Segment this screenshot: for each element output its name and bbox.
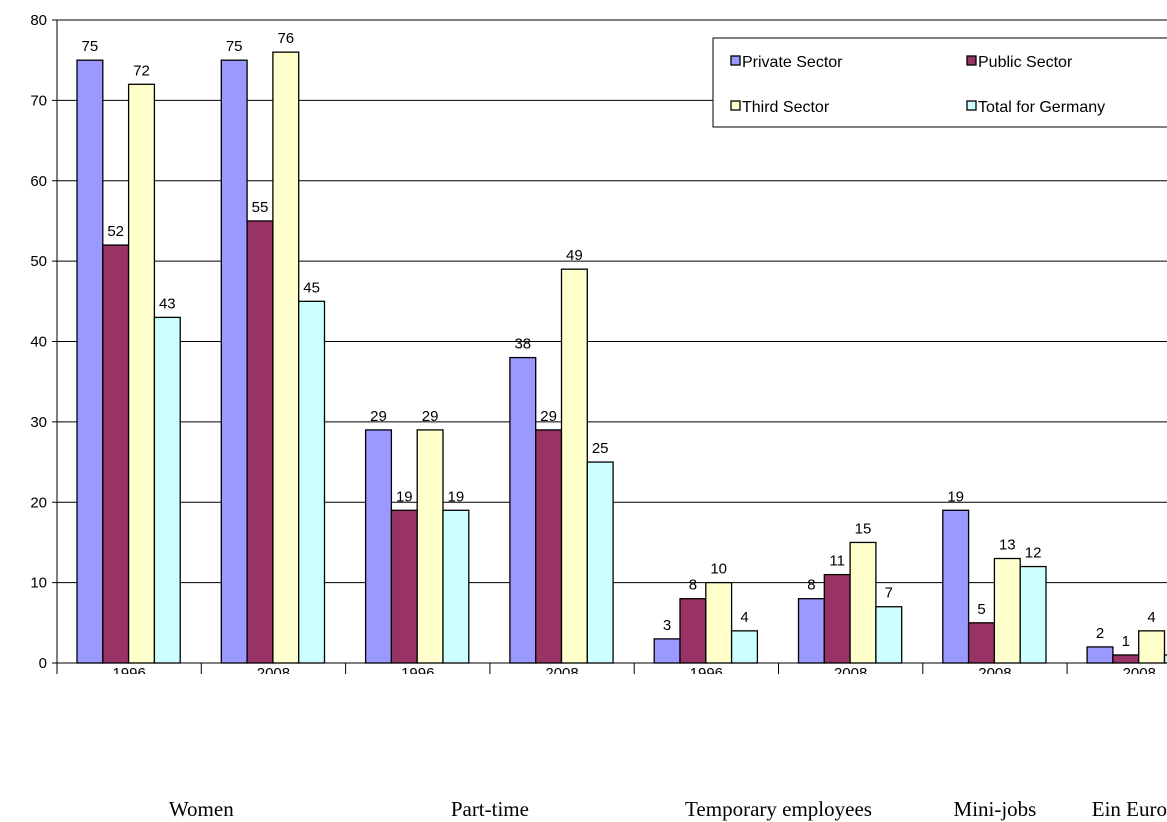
- group-label: Mini-jobs: [954, 797, 1037, 822]
- data-label: 3: [663, 617, 671, 634]
- data-label: 7: [885, 585, 893, 602]
- bar: [247, 221, 273, 663]
- legend-swatch: [731, 56, 740, 65]
- bar: [943, 510, 969, 663]
- bar: [587, 462, 613, 663]
- data-label: 38: [514, 336, 531, 353]
- data-label: 4: [1147, 609, 1155, 626]
- y-tick-label: 70: [30, 92, 47, 109]
- bar: [654, 639, 680, 663]
- bar: [850, 542, 876, 663]
- bar: [969, 623, 995, 663]
- y-tick-label: 0: [39, 655, 47, 672]
- bar: [706, 583, 732, 663]
- legend-label: Public Sector: [978, 54, 1073, 71]
- data-label: 19: [396, 488, 413, 505]
- data-label: 55: [252, 199, 269, 216]
- data-label: 29: [540, 408, 557, 425]
- bar: [680, 599, 706, 663]
- bar: [366, 430, 392, 663]
- bar: [77, 60, 103, 663]
- legend-label: Private Sector: [742, 54, 843, 71]
- y-tick-label: 10: [30, 575, 47, 592]
- group-label: Temporary employees: [685, 797, 872, 822]
- data-label: 5: [977, 601, 985, 618]
- data-label: 15: [855, 520, 872, 537]
- bar: [273, 52, 299, 663]
- bar: [1020, 567, 1046, 663]
- data-label: 72: [133, 62, 150, 79]
- bar: [154, 317, 180, 663]
- legend-label: Third Sector: [742, 99, 830, 116]
- bar: [824, 575, 850, 663]
- data-label: 76: [277, 30, 294, 47]
- data-label: 29: [370, 408, 387, 425]
- legend-label: Total for Germany: [978, 99, 1105, 116]
- data-label: 25: [592, 440, 609, 457]
- bar: [129, 84, 155, 663]
- y-tick-label: 20: [30, 494, 47, 511]
- bar: [510, 358, 536, 663]
- y-tick-label: 60: [30, 173, 47, 190]
- data-label: 52: [107, 223, 124, 240]
- bar: [536, 430, 562, 663]
- group-label: Part-time: [451, 797, 529, 822]
- y-tick-label: 40: [30, 334, 47, 351]
- data-label: 75: [226, 38, 243, 55]
- data-label: 8: [689, 577, 697, 594]
- bar: [417, 430, 443, 663]
- data-label: 12: [1025, 545, 1042, 562]
- bars: [77, 52, 1167, 663]
- bar: [1113, 655, 1139, 663]
- data-label: 29: [422, 408, 439, 425]
- bar: [391, 510, 417, 663]
- legend-swatch: [967, 101, 976, 110]
- data-label: 19: [947, 488, 964, 505]
- bar: [799, 599, 825, 663]
- data-label: 49: [566, 247, 583, 264]
- bar: [299, 301, 325, 663]
- y-tick-label: 80: [30, 12, 47, 29]
- y-axis: 0 10 20 30 40 50 60 70 80: [30, 12, 57, 672]
- data-label: 4: [740, 609, 748, 626]
- data-label: 19: [448, 488, 465, 505]
- data-label: 43: [159, 295, 176, 312]
- data-label: 10: [710, 561, 727, 578]
- data-label: 45: [303, 279, 320, 296]
- bar: [221, 60, 247, 663]
- bar: [103, 245, 129, 663]
- data-label: 1: [1122, 633, 1130, 650]
- legend-swatch: [967, 56, 976, 65]
- bar: [1087, 647, 1113, 663]
- y-tick-label: 50: [30, 253, 47, 270]
- group-label: Women: [169, 797, 234, 822]
- data-label: 75: [82, 38, 99, 55]
- bar: [562, 269, 588, 663]
- bar: [732, 631, 758, 663]
- bar: [876, 607, 902, 663]
- group-label: Ein Euro: [1092, 797, 1167, 822]
- bar: [1139, 631, 1165, 663]
- data-label: 2: [1096, 625, 1104, 642]
- bar: [443, 510, 469, 663]
- data-label: 11: [829, 553, 845, 570]
- axis-crop-mask: [0, 674, 1167, 704]
- legend: Private Sector Public Sector Third Sector T…: [713, 38, 1167, 127]
- y-tick-label: 30: [30, 414, 47, 431]
- bar: [994, 559, 1020, 663]
- data-label: 13: [999, 537, 1016, 554]
- legend-swatch: [731, 101, 740, 110]
- data-label: 8: [807, 577, 815, 594]
